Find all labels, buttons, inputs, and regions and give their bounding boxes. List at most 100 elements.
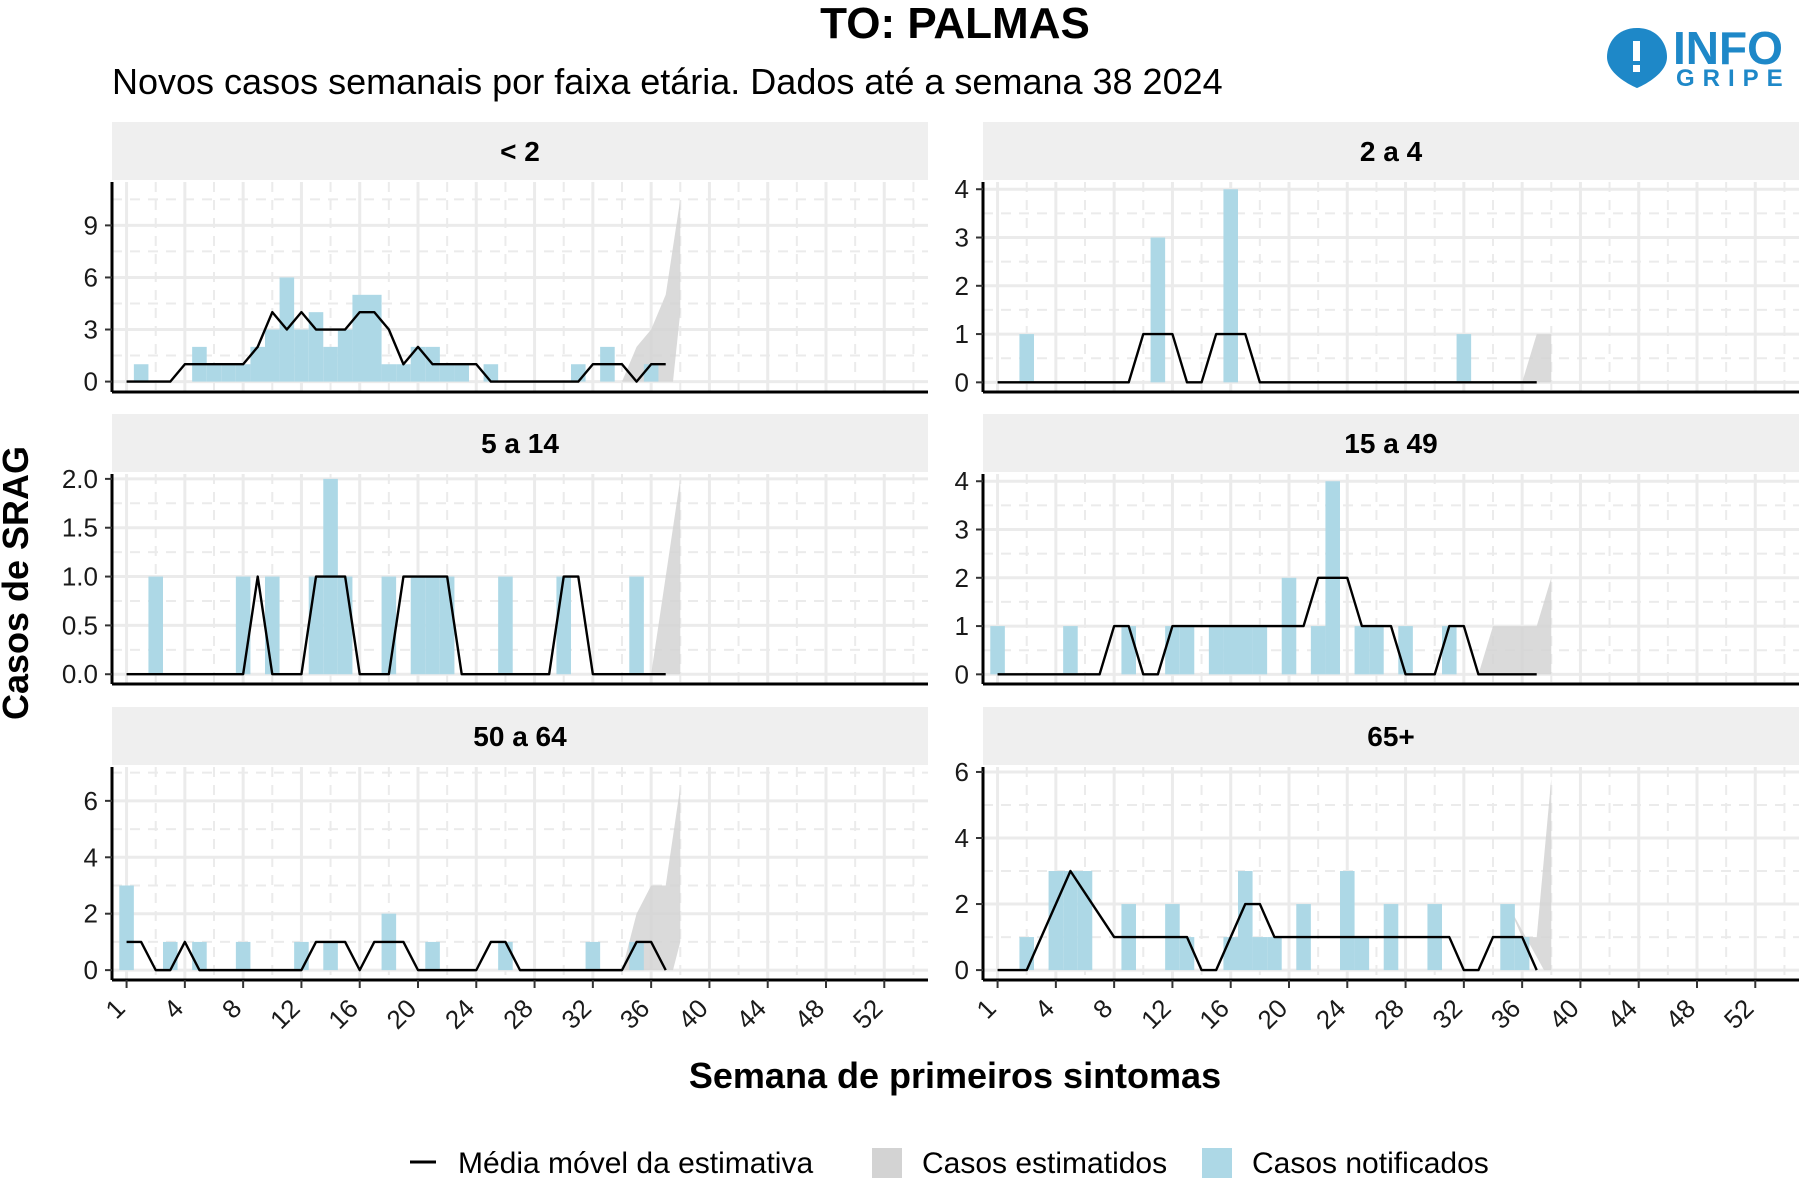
panel-grid xyxy=(112,182,928,392)
notified-bar xyxy=(629,941,644,971)
notified-bar xyxy=(1223,937,1238,971)
notified-bar xyxy=(1165,626,1180,675)
notified-bar xyxy=(250,346,265,382)
estimated-cases-area xyxy=(1507,778,1552,971)
y-tick-label: 2 xyxy=(955,271,969,301)
notified-bar xyxy=(498,941,513,971)
facet-strip-label: < 2 xyxy=(500,136,540,167)
notified-bar xyxy=(265,576,280,675)
legend-label-moving-average: Média móvel da estimativa xyxy=(458,1147,813,1180)
facet-strip-label: 65+ xyxy=(1367,721,1415,752)
facet-strip-label: 5 a 14 xyxy=(481,428,559,459)
y-tick-label: 0 xyxy=(84,367,98,397)
notified-bar xyxy=(1223,626,1238,675)
notified-bar xyxy=(990,626,1005,675)
facet-strip xyxy=(112,414,928,472)
facet-panel-5: 50 a 64 0 2 4 6 xyxy=(84,707,928,985)
chart-title: TO: PALMAS xyxy=(820,0,1090,48)
notified-bar xyxy=(1238,626,1253,675)
notified-bar xyxy=(294,941,309,971)
notified-bar xyxy=(454,364,469,382)
notified-bar xyxy=(192,941,207,971)
y-axis-title: Casos de SRAG xyxy=(0,446,36,720)
x-tick-label: 4 xyxy=(1029,993,1060,1024)
y-tick-label: 6 xyxy=(84,262,98,292)
x-tick-label: 28 xyxy=(1368,993,1410,1035)
notified-bar xyxy=(235,364,251,382)
y-tick-label: 2 xyxy=(955,889,969,919)
facet-strip xyxy=(983,414,1799,472)
y-tick-label: 4 xyxy=(84,842,98,872)
chart-subtitle: Novos casos semanais por faixa etária. D… xyxy=(112,61,1223,102)
notified-bar xyxy=(323,941,338,971)
facet-strip xyxy=(983,122,1799,180)
estimated-cases-area xyxy=(651,478,681,675)
notified-bar xyxy=(367,294,382,382)
x-tick-label: 36 xyxy=(1485,993,1527,1035)
y-tick-label: 6 xyxy=(84,786,98,816)
notified-bar xyxy=(1369,626,1384,675)
moving-average-line xyxy=(997,576,1537,676)
x-axis-title: Semana de primeiros sintomas xyxy=(689,1055,1221,1096)
notified-bar xyxy=(643,364,659,382)
x-tick-label: 52 xyxy=(1718,993,1760,1035)
moving-average-line xyxy=(997,869,1538,972)
logo-gripe-text: GRIPE xyxy=(1676,65,1791,92)
legend-estimated-swatch xyxy=(872,1148,902,1178)
y-tick-label: 0 xyxy=(955,955,969,985)
notified-bar xyxy=(1063,871,1078,971)
y-tick-label: 0 xyxy=(955,367,969,397)
panel-grid xyxy=(983,182,1799,392)
facet-panel-4: 15 a 49 0 1 2 3 4 xyxy=(955,414,1799,689)
notified-bar xyxy=(148,576,163,675)
moving-average-line xyxy=(126,940,667,972)
legend: Média móvel da estimativa Casos estimati… xyxy=(410,1147,1489,1180)
x-tick-label: 40 xyxy=(1543,993,1585,1035)
x-tick-label: 44 xyxy=(1601,993,1643,1035)
notified-bar xyxy=(294,329,309,382)
notified-bar xyxy=(425,576,440,675)
notified-bar xyxy=(1310,626,1326,675)
y-tick-label: 3 xyxy=(84,315,98,345)
y-tick-label: 3 xyxy=(955,515,969,545)
x-tick-label: 52 xyxy=(847,993,889,1035)
y-tick-label: 4 xyxy=(955,823,969,853)
facet-strip xyxy=(112,122,928,180)
notified-bar xyxy=(1077,871,1093,971)
y-tick-label: 0.5 xyxy=(62,610,98,640)
notified-bar xyxy=(1179,626,1195,675)
y-tick-label: 4 xyxy=(955,466,969,496)
y-tick-label: 2 xyxy=(84,899,98,929)
legend-notified-swatch xyxy=(1202,1148,1232,1178)
notified-bar xyxy=(410,576,426,675)
x-tick-label: 48 xyxy=(1660,993,1702,1035)
y-tick-label: 0.0 xyxy=(62,659,98,689)
notified-bars xyxy=(133,277,659,382)
x-tick-label: 16 xyxy=(1193,993,1235,1035)
notified-bar xyxy=(337,576,353,675)
estimated-cases-area xyxy=(1478,577,1552,675)
y-tick-label: 1 xyxy=(955,319,969,349)
notified-bars xyxy=(1019,871,1530,971)
notified-bar xyxy=(221,364,236,382)
notified-bar xyxy=(1208,626,1224,675)
moving-average-line xyxy=(126,310,666,383)
y-tick-label: 3 xyxy=(955,223,969,253)
estimated-cases-area xyxy=(622,199,681,382)
notified-bar xyxy=(337,329,353,382)
y-tick-label: 2.0 xyxy=(62,464,98,494)
facet-strip-label: 15 a 49 xyxy=(1344,428,1437,459)
x-tick-label: 32 xyxy=(555,993,597,1035)
y-tick-label: 0 xyxy=(84,955,98,985)
y-tick-label: 1 xyxy=(955,611,969,641)
facet-strip xyxy=(983,707,1799,765)
y-tick-label: 4 xyxy=(955,174,969,204)
notified-bar xyxy=(381,576,397,675)
notified-bar xyxy=(439,576,455,675)
infogripe-logo: INFO GRIPE xyxy=(1607,22,1791,92)
x-tick-label: 16 xyxy=(322,993,364,1035)
x-tick-label: 24 xyxy=(1310,993,1352,1035)
facet-strip-label: 2 a 4 xyxy=(1360,136,1423,167)
